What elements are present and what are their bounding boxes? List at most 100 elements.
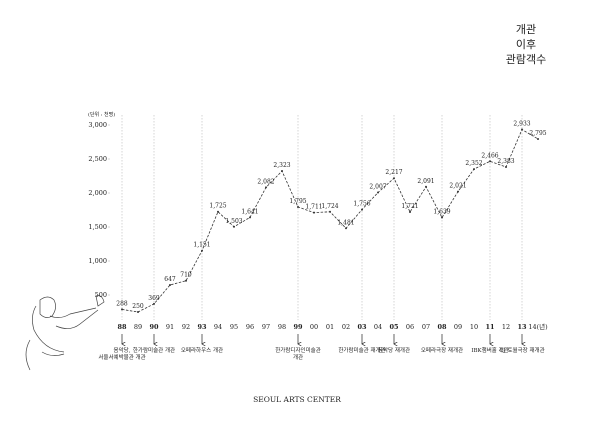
annotation: 한가람미술관 개관 bbox=[133, 346, 175, 354]
value-label: 1,503 bbox=[225, 218, 242, 225]
value-label: 2,383 bbox=[497, 158, 514, 165]
y-tick-label: 2,500 bbox=[88, 155, 107, 163]
point bbox=[217, 210, 219, 213]
annotation: 한가람디자인미술관 bbox=[275, 346, 321, 354]
value-label: 647 bbox=[164, 276, 176, 283]
value-label: 2,466 bbox=[481, 152, 498, 159]
point bbox=[169, 284, 171, 287]
x-tick-label: 12 bbox=[502, 323, 510, 331]
x-tick-label: 14(년) bbox=[528, 322, 548, 331]
value-label: 2,352 bbox=[465, 160, 482, 167]
annotation: 서울서예박물관 개관 bbox=[98, 353, 145, 361]
value-label: 1,641 bbox=[241, 208, 258, 215]
x-tick-label: 96 bbox=[246, 323, 254, 331]
value-label: 250 bbox=[132, 303, 144, 310]
point bbox=[489, 160, 491, 163]
x-tick-label: 95 bbox=[230, 323, 238, 331]
point bbox=[537, 137, 539, 140]
x-tick-label: 11 bbox=[485, 323, 494, 331]
x-tick-label: 13 bbox=[517, 323, 527, 331]
point bbox=[201, 249, 203, 252]
point bbox=[441, 216, 443, 219]
conductor-sketch bbox=[25, 295, 105, 371]
x-tick-label: 97 bbox=[262, 323, 270, 331]
point bbox=[153, 302, 155, 305]
value-label: 2,323 bbox=[273, 162, 290, 169]
x-tick-label: 01 bbox=[326, 323, 334, 331]
annotation: 오페라극장 재개관 bbox=[421, 346, 463, 354]
x-tick-label: 89 bbox=[134, 323, 142, 331]
x-tick-label: 00 bbox=[310, 323, 318, 331]
annotation: 한가람미술관 재개관 bbox=[338, 346, 385, 354]
value-label: 2,217 bbox=[385, 169, 402, 176]
annotation: IBK챔버홀 개관 bbox=[471, 346, 508, 354]
value-label: 369 bbox=[148, 295, 160, 302]
x-tick-label: 09 bbox=[454, 323, 462, 331]
x-tick-label: 05 bbox=[389, 323, 399, 331]
point bbox=[457, 190, 459, 193]
x-tick-label: 99 bbox=[293, 323, 303, 331]
point bbox=[377, 191, 379, 194]
point bbox=[425, 185, 427, 188]
point bbox=[329, 210, 331, 213]
point bbox=[281, 170, 283, 173]
y-tick-label: 1,000 bbox=[88, 257, 107, 265]
point bbox=[409, 210, 411, 213]
x-tick-label: 93 bbox=[197, 323, 207, 331]
annotation: 오페라하우스 개관 bbox=[181, 346, 223, 354]
point bbox=[505, 165, 507, 168]
value-label: 2,007 bbox=[369, 184, 386, 191]
annotation: 음악당, bbox=[114, 346, 131, 354]
x-tick-label: 06 bbox=[406, 323, 414, 331]
x-tick-label: 08 bbox=[437, 323, 447, 331]
value-label: 710 bbox=[180, 272, 192, 279]
title-line: 관람객수 bbox=[506, 53, 546, 66]
y-tick-label: 3,000 bbox=[88, 121, 107, 129]
x-tick-label: 04 bbox=[374, 323, 382, 331]
value-label: 1,721 bbox=[401, 203, 418, 210]
value-label: 288 bbox=[116, 300, 128, 307]
point bbox=[233, 225, 235, 228]
point bbox=[521, 128, 523, 131]
x-tick-label: 07 bbox=[422, 323, 430, 331]
value-label: 2,091 bbox=[417, 178, 434, 185]
point bbox=[345, 227, 347, 230]
y-tick-label: 500 bbox=[95, 291, 107, 299]
x-tick-label: 10 bbox=[470, 323, 478, 331]
value-label: 1,795 bbox=[289, 198, 306, 205]
value-label: 2,082 bbox=[257, 178, 274, 185]
value-label: 1,711 bbox=[305, 204, 322, 211]
unit-label: (단위 : 천명) bbox=[88, 111, 115, 118]
value-label: 2,021 bbox=[449, 183, 466, 190]
y-tick-label: 1,500 bbox=[88, 223, 107, 231]
caption: SEOUL ARTS CENTER bbox=[253, 395, 341, 404]
value-label: 1,725 bbox=[209, 203, 226, 210]
value-label: 1,756 bbox=[353, 201, 370, 208]
annotation: 음악당 재개관 bbox=[378, 346, 410, 354]
point bbox=[393, 177, 395, 180]
value-label: 1,639 bbox=[433, 209, 450, 216]
y-tick-label: 2,000 bbox=[88, 189, 107, 197]
x-tick-label: 92 bbox=[182, 323, 190, 331]
title-line: 개관 bbox=[516, 23, 536, 36]
value-label: 2,933 bbox=[513, 121, 530, 128]
x-tick-label: 90 bbox=[149, 323, 159, 331]
x-tick-label: 88 bbox=[117, 323, 127, 331]
x-tick-label: 98 bbox=[278, 323, 286, 331]
line bbox=[121, 128, 539, 313]
point bbox=[473, 168, 475, 171]
x-tick-label: 91 bbox=[166, 323, 174, 331]
annotation: 개관 bbox=[293, 353, 303, 361]
point bbox=[361, 208, 363, 211]
point bbox=[137, 311, 139, 313]
point bbox=[265, 186, 267, 189]
point bbox=[185, 279, 187, 282]
x-tick-label: 02 bbox=[342, 323, 350, 331]
x-tick-label: 03 bbox=[357, 323, 367, 331]
value-label: 1,724 bbox=[321, 203, 338, 210]
point bbox=[249, 216, 251, 219]
annotation: CJ 토월극장 재개관 bbox=[499, 346, 544, 354]
point bbox=[297, 205, 299, 208]
